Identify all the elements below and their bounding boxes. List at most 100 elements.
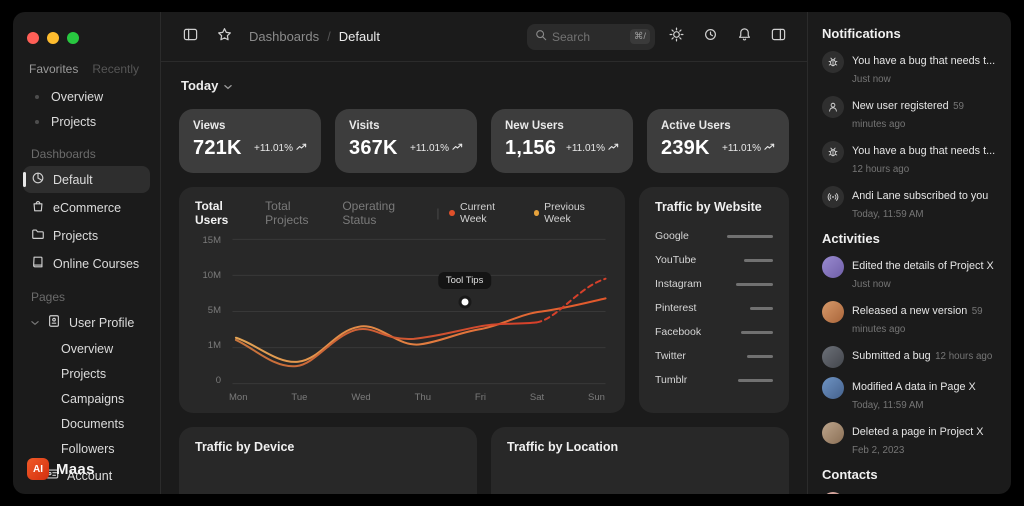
- x-tick: Sun: [588, 392, 605, 403]
- trend-up-icon: [296, 143, 307, 154]
- search-bar[interactable]: ⌘/: [527, 23, 655, 50]
- sidebar-item-up-documents[interactable]: Documents: [23, 412, 150, 436]
- card-title: Traffic by Location: [507, 440, 619, 454]
- bug-icon: [822, 51, 844, 73]
- notification-item[interactable]: You have a bug that needs t... 12 hours …: [822, 141, 997, 177]
- activity-item[interactable]: Released a new version 59 minutes ago: [822, 301, 997, 337]
- activity-title: Modified A data in Page X: [852, 381, 976, 393]
- activity-item[interactable]: Modified A data in Page X Today, 11:59 A…: [822, 377, 997, 413]
- site-row: YouTube: [655, 248, 773, 272]
- section-dashboards: Dashboards: [31, 147, 96, 161]
- contact-item[interactable]: Natali Craig: [822, 492, 997, 494]
- line-chart-plot: Tool Tips: [229, 235, 609, 388]
- sidebar-item-label: Account: [67, 468, 113, 483]
- y-tick: 0: [215, 375, 221, 386]
- activities-title: Activities: [822, 231, 880, 246]
- sidebar-toggle-button[interactable]: [177, 24, 203, 50]
- theme-toggle-button[interactable]: [663, 24, 689, 50]
- sidebar-item-default[interactable]: Default: [23, 166, 150, 193]
- site-name: Pinterest: [655, 302, 697, 314]
- sidebar-item-label: Online Courses: [53, 256, 140, 271]
- stat-value: 239K: [661, 137, 710, 159]
- avatar: [822, 422, 844, 444]
- minimize-button[interactable]: [47, 32, 59, 44]
- window-controls: [23, 26, 150, 60]
- site-bar: [744, 258, 773, 262]
- notification-item[interactable]: You have a bug that needs t... Just now: [822, 51, 997, 87]
- activity-item[interactable]: Submitted a bug 12 hours ago: [822, 346, 997, 368]
- notification-item[interactable]: New user registered 59 minutes ago: [822, 96, 997, 132]
- notification-title: You have a bug that needs t...: [852, 145, 996, 157]
- site-row: Tumblr: [655, 368, 773, 392]
- sidebar-item-up-followers[interactable]: Followers: [23, 437, 150, 461]
- period-selector[interactable]: Today: [179, 76, 234, 95]
- legend-label: Previous Week: [544, 201, 585, 225]
- stat-label: Active Users: [661, 120, 731, 132]
- notification-item[interactable]: Andi Lane subscribed to you Today, 11:59…: [822, 186, 997, 222]
- activity-text: Released a new version 59 minutes ago: [852, 301, 997, 337]
- bullet-icon: [35, 120, 39, 124]
- clock-history-icon: [703, 27, 718, 47]
- stat-card-active-users: Active Users 239K +11.01%: [647, 109, 789, 173]
- sidebar-item-user-profile[interactable]: User Profile: [23, 309, 150, 336]
- history-button[interactable]: [697, 24, 723, 50]
- left-sidebar: Favorites Recently Overview Projects Das…: [13, 12, 161, 494]
- tab-total-users[interactable]: Total Users: [195, 199, 229, 227]
- app-logo[interactable]: AI Maas: [27, 458, 95, 480]
- stat-value: 721K: [193, 137, 242, 159]
- right-panel-toggle-button[interactable]: [765, 24, 791, 50]
- x-tick: Thu: [414, 392, 431, 403]
- sidebar-item-ecommerce[interactable]: eCommerce: [23, 194, 150, 221]
- folder-icon: [31, 227, 45, 244]
- avatar: [822, 301, 844, 323]
- search-input[interactable]: [552, 29, 625, 44]
- sidebar-item-projects[interactable]: Projects: [23, 110, 150, 134]
- sidebar-item-projects-dash[interactable]: Projects: [23, 222, 150, 249]
- breadcrumb: Dashboards / Default: [249, 29, 380, 44]
- tab-recently[interactable]: Recently: [92, 62, 140, 76]
- stat-delta: +11.01%: [410, 143, 463, 154]
- activity-text: Edited the details of Project X Just now: [852, 256, 997, 292]
- stat-card-views: Views 721K +11.01%: [179, 109, 321, 173]
- activity-item[interactable]: Deleted a page in Project X Feb 2, 2023: [822, 422, 997, 458]
- tab-operating-status[interactable]: Operating Status: [342, 199, 396, 227]
- line-chart-svg: [229, 235, 609, 388]
- sidebar-item-up-overview[interactable]: Overview: [23, 337, 150, 361]
- bullet-icon: [35, 95, 39, 99]
- tab-total-projects[interactable]: Total Projects: [265, 199, 309, 227]
- legend-dot-icon: [533, 210, 540, 216]
- sidebar-item-online-courses[interactable]: Online Courses: [23, 250, 150, 277]
- activity-item[interactable]: Edited the details of Project X Just now: [822, 256, 997, 292]
- stat-delta: +11.01%: [566, 143, 619, 154]
- favorite-button[interactable]: [211, 24, 237, 50]
- previous-week-line: [236, 298, 606, 362]
- pie-chart-icon: [31, 171, 45, 188]
- site-name: Tumblr: [655, 374, 688, 386]
- sidebar-item-up-projects[interactable]: Projects: [23, 362, 150, 386]
- avatar: [822, 346, 844, 368]
- notification-time: 12 hours ago: [852, 164, 910, 175]
- stat-delta: +11.01%: [254, 143, 307, 154]
- stat-delta-text: +11.01%: [721, 143, 761, 154]
- section-pages: Pages: [31, 290, 66, 304]
- traffic-by-location-card: Traffic by Location: [491, 427, 789, 494]
- notifications-button[interactable]: [731, 24, 757, 50]
- sidebar-item-up-campaigns[interactable]: Campaigns: [23, 387, 150, 411]
- notification-title: Andi Lane subscribed to you: [852, 190, 989, 202]
- breadcrumb-current[interactable]: Default: [338, 29, 380, 44]
- sidebar-item-overview[interactable]: Overview: [23, 85, 150, 109]
- breadcrumb-parent[interactable]: Dashboards: [249, 29, 320, 44]
- sidebar-item-label: Projects: [61, 367, 107, 381]
- id-badge-icon: [47, 314, 61, 331]
- stat-value: 1,156: [505, 137, 557, 159]
- sidebar-item-label: Projects: [51, 115, 97, 129]
- tab-favorites[interactable]: Favorites: [29, 62, 79, 76]
- activity-title: Released a new version: [852, 305, 968, 317]
- site-bar: [741, 330, 773, 334]
- charts-row: Total Users Total Projects Operating Sta…: [179, 187, 789, 413]
- zoom-button[interactable]: [67, 32, 79, 44]
- site-bar: [736, 282, 773, 286]
- sidebar-item-label: Overview: [61, 342, 114, 356]
- close-button[interactable]: [27, 32, 39, 44]
- site-name: YouTube: [655, 254, 697, 266]
